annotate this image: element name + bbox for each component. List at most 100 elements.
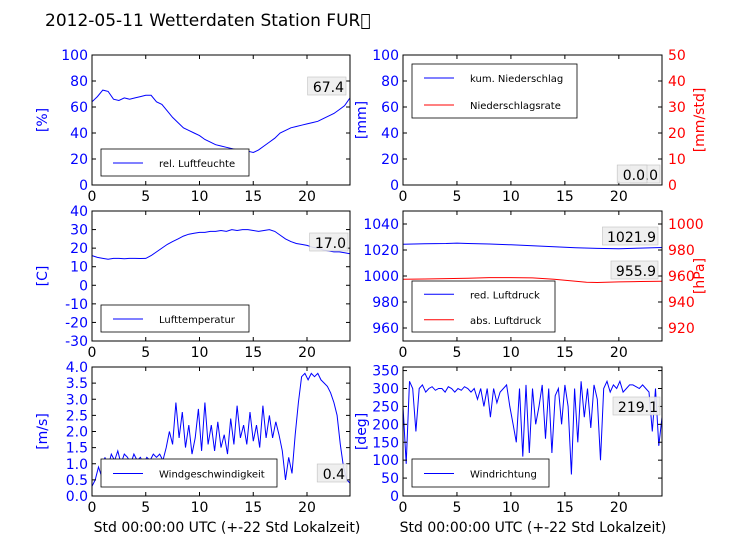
rain-axes-frame [402, 54, 663, 186]
rain-y-tick-label-right: 10 [668, 152, 686, 168]
wind_direction-x-tick-label: 10 [502, 500, 520, 516]
rain-y-tick-label: 20 [381, 152, 399, 168]
wind_direction-x-tick-label: 20 [610, 500, 628, 516]
temperature-legend-label: Lufttemperatur [159, 315, 236, 326]
wind_direction-axes-frame [402, 366, 663, 497]
rain-x-tick-label: 20 [610, 189, 628, 205]
wind_speed-x-tick-label: 0 [88, 500, 97, 516]
humidity-y-tick-label: 60 [70, 100, 88, 116]
temperature-y-tick-label: -10 [65, 297, 88, 313]
humidity-value-label: 67.4 [313, 80, 344, 96]
temperature-y-tick-label: 30 [70, 223, 88, 239]
humidity-x-tick-label: 15 [244, 189, 262, 205]
rain-y-tick-label-right: 50 [668, 48, 686, 64]
wind_direction-y-tick-label: 300 [372, 382, 399, 398]
wind_speed-y-tick-label: 2.5 [66, 408, 88, 424]
rain-x-tick-label: 15 [556, 189, 574, 205]
wind_speed-y-tick-label: 2.0 [66, 425, 88, 441]
rain-y-axis-label: [mm] [354, 101, 370, 139]
wind_direction-y-tick-label: 0 [390, 489, 399, 505]
rain-panel: 0 5 10 15 20 0 20 40 60 80 100 0 10 20 30 40 50 [mm] [mm/s… [354, 48, 708, 205]
pressure-x-tick-label: 0 [399, 345, 408, 361]
rain-x-tick-label: 10 [502, 189, 520, 205]
temperature-x-tick-label: 5 [141, 345, 150, 361]
wind_direction-value-label-box [612, 396, 661, 416]
pressure-value-label-box [602, 226, 659, 246]
temperature-y-tick-label: 40 [70, 204, 88, 220]
temperature-value-label-box [309, 232, 349, 252]
pressure-y-tick-label: 960 [372, 321, 399, 337]
wind_direction-panel: 0 5 10 15 20050100150200250300350[deg]Windri… [354, 364, 663, 516]
wind_speed-x-tick-label: 15 [244, 500, 262, 516]
wind_direction-value-label: 219.1 [618, 400, 658, 416]
wind_speed-series-line-1 [91, 372, 351, 487]
pressure-x-tick-label: 15 [556, 345, 574, 361]
wind_speed-y-tick-label: 0.5 [66, 473, 88, 489]
temperature-y-tick-label: -30 [65, 334, 88, 350]
pressure-y-tick-label-right: 1000 [668, 217, 704, 233]
temperature-y-tick-label: 0 [79, 278, 88, 294]
figure-title: 2012-05-11 Wetterdaten Station FUR  [45, 11, 371, 31]
humidity-panel: 0 5 10 15 20 0 20 40 60 80 100 [%] rel. Luftfeuchte 6… [35, 48, 351, 205]
rain-y-tick-label-right: 0 [668, 178, 677, 194]
pressure-value-label: 955.9 [616, 264, 656, 280]
pressure-y-tick-label: 1000 [363, 269, 399, 285]
pressure-x-tick-label: 10 [502, 345, 520, 361]
pressure-y-tick-label: 980 [372, 295, 399, 311]
pressure-panel: 0 5 10 15 20 960 980 1000 1020 1040 920 940 960 980 10… [363, 210, 708, 361]
pressure-legend-label: abs. Luftdruck [470, 316, 541, 327]
rain-value-label-box [616, 164, 648, 184]
humidity-x-tick-label: 5 [141, 189, 150, 205]
temperature-x-tick-label: 0 [88, 345, 97, 361]
temperature-x-tick-label: 20 [298, 345, 316, 361]
x-axis-label-right: Std 00:00:00 UTC (+-22 Std Lokalzeit) [400, 520, 667, 536]
humidity-x-tick-label: 0 [88, 189, 97, 205]
pressure-series-line-1 [402, 242, 663, 250]
temperature-x-tick-label: 15 [244, 345, 262, 361]
rain-y-tick-label-right: 20 [668, 126, 686, 142]
wind_direction-legend-label: Windrichtung [470, 470, 537, 481]
wind_speed-y-tick-label: 1.5 [66, 441, 88, 457]
wind_speed-x-tick-label: 5 [141, 500, 150, 516]
humidity-y-tick-label: 20 [70, 152, 88, 168]
wind_speed-y-tick-label: 4.0 [66, 360, 88, 376]
pressure-x-tick-label: 5 [452, 345, 461, 361]
humidity-y-axis-label: [%] [35, 108, 51, 132]
rain-y-tick-label: 60 [381, 100, 399, 116]
rain-value-label: 0.0 [623, 168, 645, 184]
rain-x-tick-label: 0 [399, 189, 408, 205]
wind_speed-y-tick-label: 1.0 [66, 457, 88, 473]
pressure-y-tick-label: 1040 [363, 217, 399, 233]
wind_speed-value-label: 0.4 [323, 467, 345, 483]
rain-legend-label: kum. Niederschlag [470, 74, 563, 85]
rain-legend [411, 63, 578, 119]
pressure-series-line-2 [402, 277, 663, 284]
wind_direction-y-tick-label: 150 [372, 435, 399, 451]
wind_speed-panel: 0 5 10 15 20 0.00.51.01.52.02.53.03.54.0 [m/s]… [35, 360, 351, 516]
wind_direction-y-tick-label: 350 [372, 364, 399, 380]
temperature-axes-frame [91, 210, 351, 342]
wind_direction-y-tick-label: 200 [372, 417, 399, 433]
humidity-series-line-1 [91, 89, 351, 154]
wind_speed-y-axis-label: [m/s] [35, 413, 51, 450]
pressure-y-tick-label-right: 920 [668, 321, 695, 337]
humidity-y-tick-label: 80 [70, 74, 88, 90]
wind_speed-y-tick-label: 3.0 [66, 392, 88, 408]
pressure-value-label-box [610, 260, 659, 280]
temperature-x-tick-label: 10 [191, 345, 209, 361]
humidity-x-tick-label: 10 [191, 189, 209, 205]
humidity-y-tick-label: 0 [79, 178, 88, 194]
temperature-y-tick-label: 10 [70, 260, 88, 276]
x-axis-label-left: Std 00:00:00 UTC (+-22 Std Lokalzeit) [94, 520, 361, 536]
wind_direction-series-line-1 [402, 379, 663, 475]
pressure-y-tick-label-right: 980 [668, 243, 695, 259]
rain-y-tick-label: 0 [390, 178, 399, 194]
temperature-y-tick-label: -20 [65, 315, 88, 331]
temperature-series-line-1 [91, 229, 351, 260]
wind_direction-y-tick-label: 50 [381, 471, 399, 487]
humidity-y-tick-label: 40 [70, 126, 88, 142]
pressure-value-label: 1021.9 [607, 230, 656, 246]
wind_speed-value-label-box [316, 463, 348, 483]
wind_direction-x-tick-label: 5 [452, 500, 461, 516]
